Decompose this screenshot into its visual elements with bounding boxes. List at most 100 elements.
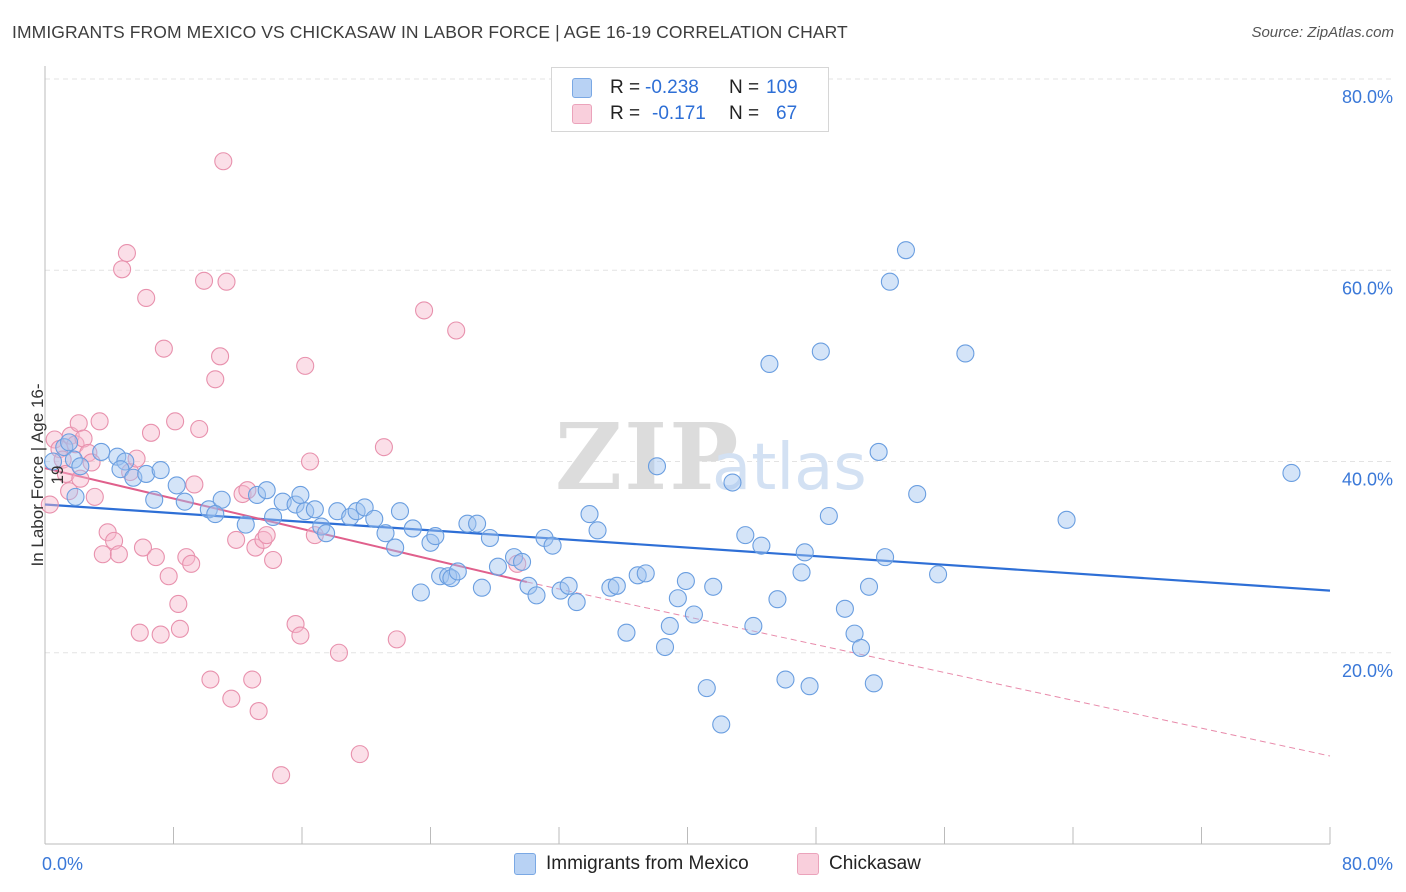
point-mexico [167, 476, 186, 495]
point-mexico [264, 507, 283, 527]
point-chickasaw [71, 469, 90, 488]
point-mexico [1282, 463, 1301, 483]
point-mexico [527, 586, 546, 605]
point-mexico [145, 490, 164, 509]
point-mexico [43, 452, 63, 471]
point-chickasaw [222, 689, 241, 708]
point-mexico [206, 505, 225, 524]
point-chickasaw [374, 438, 393, 457]
point-chickasaw [447, 321, 466, 340]
point-chickasaw [300, 452, 320, 471]
point-mexico [488, 557, 508, 576]
point-chickasaw [154, 339, 173, 358]
point-mexico [776, 670, 795, 689]
point-chickasaw [69, 414, 88, 433]
point-chickasaw [206, 370, 225, 389]
point-chickasaw [130, 623, 149, 642]
point-mexico [411, 583, 430, 602]
point-mexico [247, 485, 267, 505]
point-mexico [468, 514, 487, 533]
point-chickasaw [137, 288, 156, 308]
point-chickasaw [90, 412, 109, 431]
point-chickasaw [170, 619, 189, 638]
x-tick-label: 80.0% [1342, 854, 1393, 874]
point-chickasaw [105, 531, 124, 550]
point-mexico [92, 442, 111, 461]
point-mexico [111, 460, 130, 479]
point-chickasaw [387, 630, 406, 649]
point-mexico [617, 623, 636, 642]
point-chickasaw [166, 412, 185, 431]
point-mexico [376, 524, 395, 543]
point-chickasaw [264, 550, 283, 570]
point-chickasaw [227, 530, 246, 549]
point-mexico [607, 576, 626, 595]
legend-swatch-chickasaw [797, 853, 819, 875]
point-mexico [744, 616, 763, 636]
point-chickasaw [257, 526, 276, 545]
watermark-atlas: atlas [712, 431, 867, 505]
legend-swatch-chickasaw [572, 104, 592, 124]
r-value: -0.238 [645, 77, 699, 98]
point-mexico [851, 638, 871, 658]
point-chickasaw [40, 495, 59, 514]
point-chickasaw [182, 554, 201, 573]
r-label: R = [610, 103, 641, 124]
point-mexico [448, 562, 467, 581]
point-chickasaw [243, 670, 262, 689]
point-chickasaw [238, 481, 257, 500]
r-value: -0.171 [652, 103, 706, 124]
point-mexico [697, 679, 716, 698]
point-mexico [439, 567, 458, 586]
r-label: R = [610, 77, 641, 98]
point-mexico [929, 565, 948, 584]
legend-swatch-mexico [514, 853, 536, 875]
point-mexico [1057, 510, 1076, 529]
point-mexico [71, 457, 90, 476]
watermark-zip: ZIP [555, 403, 740, 511]
point-chickasaw [217, 272, 236, 291]
point-mexico [580, 505, 599, 524]
point-mexico [760, 354, 779, 374]
point-mexico [472, 578, 491, 597]
point-chickasaw [415, 301, 434, 320]
point-mexico [736, 526, 755, 545]
point-chickasaw [201, 670, 220, 689]
point-chickasaw [117, 243, 136, 263]
stats-legend-row-chickasaw: R = -0.171 N = 67 [552, 101, 828, 129]
point-chickasaw [190, 419, 209, 439]
point-mexico [257, 481, 276, 500]
point-mexico [480, 528, 499, 548]
point-mexico [876, 548, 895, 567]
point-mexico [403, 519, 422, 538]
point-chickasaw [185, 475, 204, 494]
point-mexico [768, 590, 787, 609]
y-tick-label: 20.0% [1342, 661, 1393, 681]
source-label: Source: ZipAtlas.com [1251, 24, 1394, 41]
point-mexico [896, 241, 916, 260]
y-tick-label: 80.0% [1342, 87, 1393, 107]
point-mexico [723, 473, 742, 492]
point-mexico [792, 563, 811, 582]
legend-label-mexico: Immigrants from Mexico [546, 853, 749, 874]
point-chickasaw [296, 356, 315, 375]
point-chickasaw [249, 702, 268, 721]
legend-swatch-mexico [572, 78, 592, 98]
point-mexico [859, 577, 879, 596]
data-points [40, 152, 1301, 785]
point-chickasaw [109, 545, 128, 564]
point-chickasaw [146, 548, 165, 567]
point-mexico [137, 464, 156, 483]
point-mexico [513, 552, 532, 571]
point-mexico [795, 543, 814, 562]
point-chickasaw [151, 625, 170, 644]
point-chickasaw [93, 545, 112, 564]
n-label: N = [729, 77, 760, 98]
point-mexico [655, 637, 675, 657]
point-mexico [60, 433, 79, 452]
point-mexico [676, 571, 695, 591]
chart-title: IMMIGRANTS FROM MEXICO VS CHICKASAW IN L… [12, 22, 848, 42]
point-mexico [64, 450, 83, 469]
trend-lines [44, 467, 1331, 757]
point-chickasaw [127, 449, 146, 468]
